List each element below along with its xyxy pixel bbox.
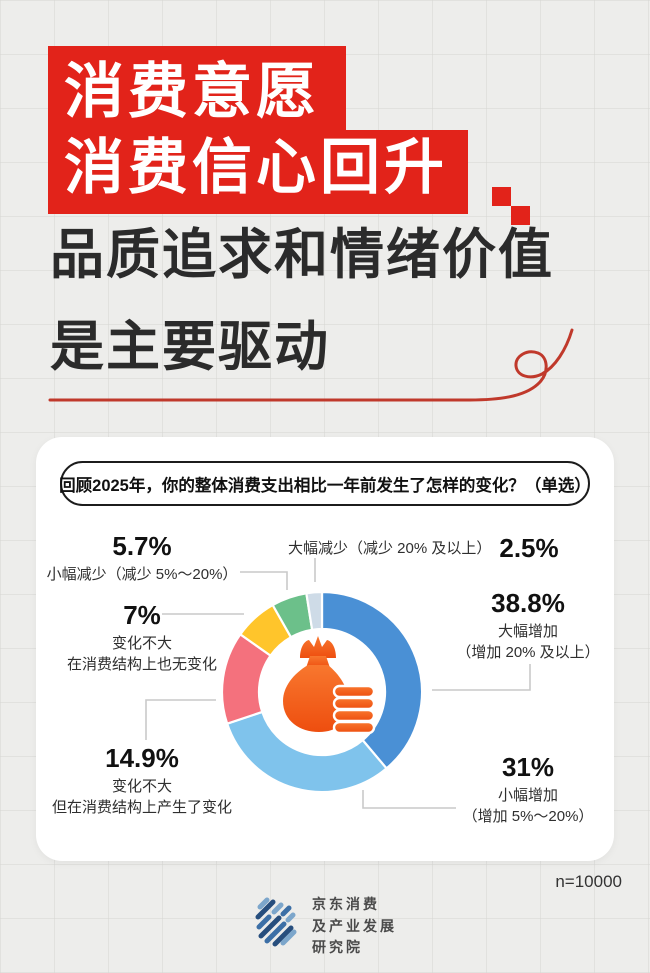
survey-question: 回顾2025年，你的整体消费支出相比一年前发生了怎样的变化？（单选）: [59, 461, 591, 506]
org-line-2: 及产业发展: [312, 917, 397, 934]
major-increase-line1: 大幅增加: [497, 623, 558, 640]
chart-card: 回顾2025年，你的整体消费支出相比一年前发生了怎样的变化？（单选）: [36, 437, 614, 861]
major-increase-line2: （增加 20% 及以上）: [456, 644, 600, 661]
label-major-decrease: 大幅减少（减少 20% 及以上） 2.5%: [288, 533, 559, 563]
deco-red-square-1: [492, 187, 511, 206]
label-major-increase: 38.8% 大幅增加 （增加 20% 及以上）: [442, 588, 614, 663]
organization-name: 京东消费 及产业发展 研究院: [312, 894, 397, 959]
deco-red-square-2: [511, 206, 530, 225]
headline-line-2: 是主要驱动: [50, 317, 330, 377]
flat-no-change-percent: 7%: [123, 600, 161, 630]
jd-institute-logo-icon: [255, 897, 297, 947]
donut-slice: [320, 590, 424, 770]
banner: 消费意愿 消费信心回升: [48, 46, 468, 214]
donut-slice: [226, 710, 388, 794]
minor-increase-percent: 31%: [501, 752, 555, 782]
flat-structure-line1: 变化不大: [111, 778, 172, 795]
org-line-3: 研究院: [312, 939, 363, 956]
banner-line-1: 消费意愿: [48, 46, 346, 130]
minor-decrease-desc: 小幅减少（减少 5%～20%）: [46, 566, 238, 583]
org-line-1: 京东消费: [312, 896, 380, 912]
major-decrease-desc: 大幅减少（减少 20% 及以上）: [288, 539, 492, 557]
donut-slice: [305, 590, 324, 631]
label-flat-structure-change: 14.9% 变化不大 但在消费结构上产生了变化: [36, 743, 248, 818]
headline-line-1: 品质追求和情绪价值: [50, 225, 554, 285]
minor-increase-line1: 小幅增加: [497, 787, 558, 804]
flat-no-change-line2: 在消费结构上也无变化: [66, 656, 217, 673]
donut-slices: [220, 590, 424, 794]
donut-chart: [220, 590, 424, 794]
banner-line-2: 消费信心回升: [48, 130, 468, 214]
money-bag-icon: [283, 636, 376, 735]
flat-structure-line2: 但在消费结构上产生了变化: [51, 799, 232, 816]
minor-decrease-percent: 5.7%: [112, 531, 172, 561]
minor-increase-line2: （增加 5%～20%）: [462, 808, 594, 825]
flat-structure-percent: 14.9%: [105, 743, 179, 773]
label-minor-decrease: 5.7% 小幅减少（减少 5%～20%）: [36, 531, 248, 585]
flat-no-change-line1: 变化不大: [111, 635, 172, 652]
label-minor-increase: 31% 小幅增加 （增加 5%～20%）: [442, 752, 614, 827]
label-flat-no-structure-change: 7% 变化不大 在消费结构上也无变化: [36, 600, 248, 675]
major-increase-percent: 38.8%: [491, 588, 565, 618]
sample-size-note: n=10000: [555, 872, 622, 891]
major-decrease-percent: 2.5%: [499, 533, 559, 563]
